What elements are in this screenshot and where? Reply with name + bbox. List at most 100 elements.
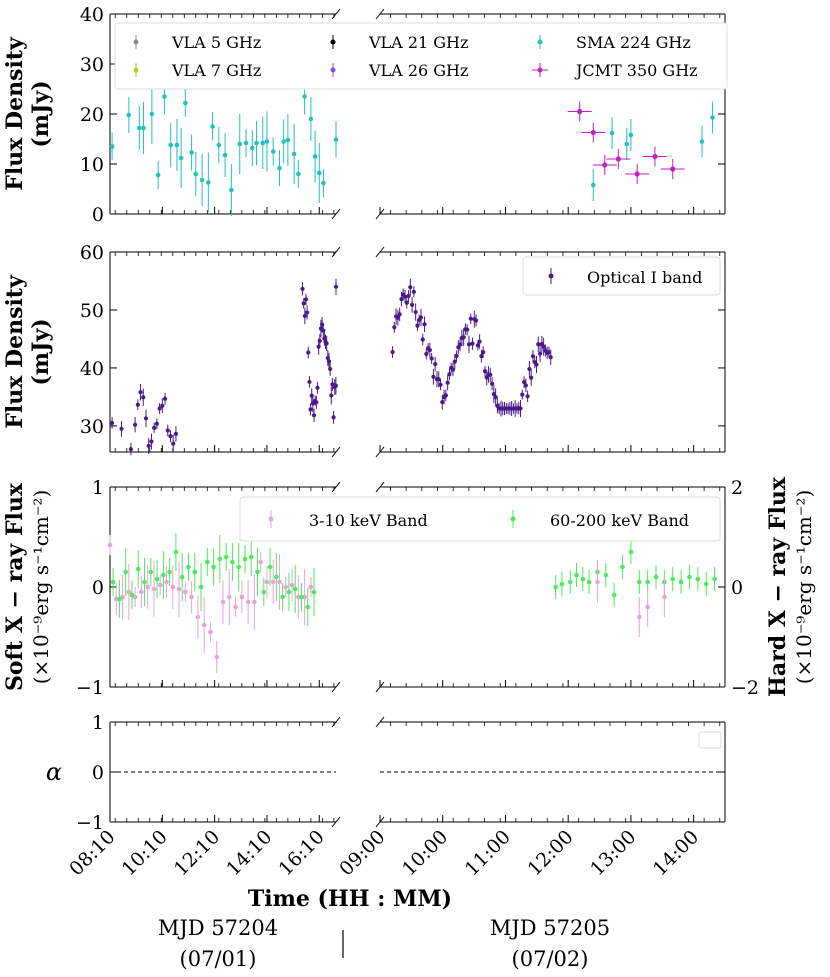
optical-point	[415, 320, 420, 332]
soft-xray-point	[239, 581, 245, 613]
sma-point-marker	[237, 141, 243, 147]
optical-point-marker	[475, 343, 480, 348]
optical-point-marker	[154, 421, 159, 426]
optical-point-marker	[468, 316, 473, 321]
soft-xray-point-marker	[201, 622, 207, 628]
optical-point-marker	[520, 392, 525, 397]
hard-xray-point	[687, 565, 692, 589]
hard-xray-point-marker	[274, 574, 279, 580]
jcmt-point-marker	[590, 129, 596, 136]
sma-point-marker	[174, 142, 180, 148]
soft-xray-ylabel: Soft X − ray Flux (×10⁻⁹erg s⁻¹cm⁻²)	[2, 482, 53, 691]
legend-marker	[133, 39, 139, 45]
sma-point	[321, 169, 326, 197]
hard-xray-point	[148, 558, 154, 586]
hard-xray-point	[286, 573, 292, 611]
legend-marker	[268, 516, 274, 522]
hard-xray-point-marker	[695, 576, 701, 582]
sma-point	[285, 114, 291, 166]
jcmt-point-marker	[670, 166, 676, 172]
optical-point-marker	[333, 383, 338, 388]
optical-point	[308, 403, 313, 416]
sma-point-marker	[254, 140, 259, 146]
sma-point-marker	[178, 155, 184, 161]
hard-xray-point-marker	[553, 584, 558, 590]
optical-point	[392, 321, 397, 333]
legend-label: SMA 224 GHz	[576, 33, 691, 52]
hard-xray-point-marker	[311, 589, 317, 595]
soft-xray-point-marker	[245, 599, 251, 605]
day-label-mjd: MJD 57204	[158, 916, 278, 940]
hard-xray-point-marker	[179, 574, 185, 580]
soft-xray-point	[208, 622, 213, 642]
sma-point	[126, 97, 132, 133]
sma-point-marker	[270, 149, 276, 154]
optical-point-marker	[438, 382, 443, 387]
xray-break-mark	[331, 681, 341, 693]
optical-point	[317, 334, 322, 348]
optical-point	[306, 346, 311, 359]
hard-xray-point-marker	[567, 579, 573, 585]
hard-xray-ylabel-line1: Hard X − ray Flux	[765, 476, 791, 697]
optical-point	[165, 424, 170, 437]
sma-point-marker	[264, 139, 270, 144]
optical-point-marker	[402, 294, 408, 299]
optical-point	[160, 398, 165, 414]
optical-point-marker	[324, 341, 329, 346]
optical-point-marker	[443, 393, 448, 398]
alpha-legend-box	[698, 731, 722, 749]
hard-xray-point-marker	[636, 579, 642, 585]
sma-point-marker	[590, 182, 596, 188]
radio-legend-entry: VLA 7 GHz	[133, 61, 261, 80]
legend-label: VLA 7 GHz	[171, 61, 261, 80]
hard-xray-point	[670, 567, 676, 591]
optical-point-marker	[329, 393, 334, 398]
optical-point-marker	[415, 323, 420, 328]
radio-legend-entry: VLA 5 GHz	[133, 33, 261, 52]
x-tick-label-left: 14:10	[222, 826, 276, 880]
optical-point-marker	[301, 301, 306, 306]
radio-y-tick-label: 30	[80, 54, 104, 76]
soft-xray-point-marker	[277, 579, 282, 585]
sma-point	[155, 161, 161, 189]
xray-right-y-tick-label: 2	[731, 477, 743, 499]
soft-xray-point-marker	[151, 586, 157, 592]
optical-ylabel: Flux Density (mJy)	[2, 274, 54, 429]
hard-xray-point	[117, 580, 122, 618]
soft-xray-point	[283, 577, 289, 597]
alpha-break-mark	[331, 716, 341, 728]
sma-point	[178, 128, 184, 188]
optical-point-marker	[328, 366, 333, 372]
soft-xray-point	[636, 597, 642, 637]
optical-point-marker	[534, 362, 539, 367]
optical-point	[477, 334, 482, 349]
soft-xray-point-marker	[595, 579, 600, 585]
sma-point	[710, 101, 715, 134]
sma-point	[590, 169, 596, 201]
sma-point-marker	[296, 171, 301, 177]
sma-point-marker	[609, 130, 615, 136]
legend-marker	[133, 67, 139, 73]
x-tick-label-right: 12:00	[523, 826, 577, 880]
optical-point	[536, 336, 541, 352]
hard-xray-point	[603, 563, 609, 587]
optical-point-marker	[523, 383, 528, 388]
radio-legend-entry: JCMT 350 GHz	[532, 61, 698, 80]
hard-xray-point-marker	[230, 559, 235, 565]
soft-xray-ylabel-line2: (×10⁻⁹erg s⁻¹cm⁻²)	[29, 490, 53, 685]
radio-y-tick-label: 10	[80, 154, 104, 176]
sma-point-marker	[109, 144, 115, 149]
sma-point-marker	[291, 151, 297, 157]
hard-xray-point-marker	[678, 579, 684, 585]
hard-xray-point	[186, 553, 191, 581]
x-axis-label: Time (HH : MM)	[248, 886, 452, 912]
optical-point	[413, 303, 418, 321]
x-tick-label-left: 12:10	[170, 826, 224, 880]
optical-point-marker	[331, 415, 336, 420]
hard-xray-point	[678, 570, 684, 594]
radio-break-mark	[331, 208, 341, 220]
optical-point	[424, 348, 429, 360]
jcmt-point-marker	[602, 162, 608, 168]
optical-point-marker	[484, 375, 489, 380]
hard-xray-point	[248, 538, 254, 576]
